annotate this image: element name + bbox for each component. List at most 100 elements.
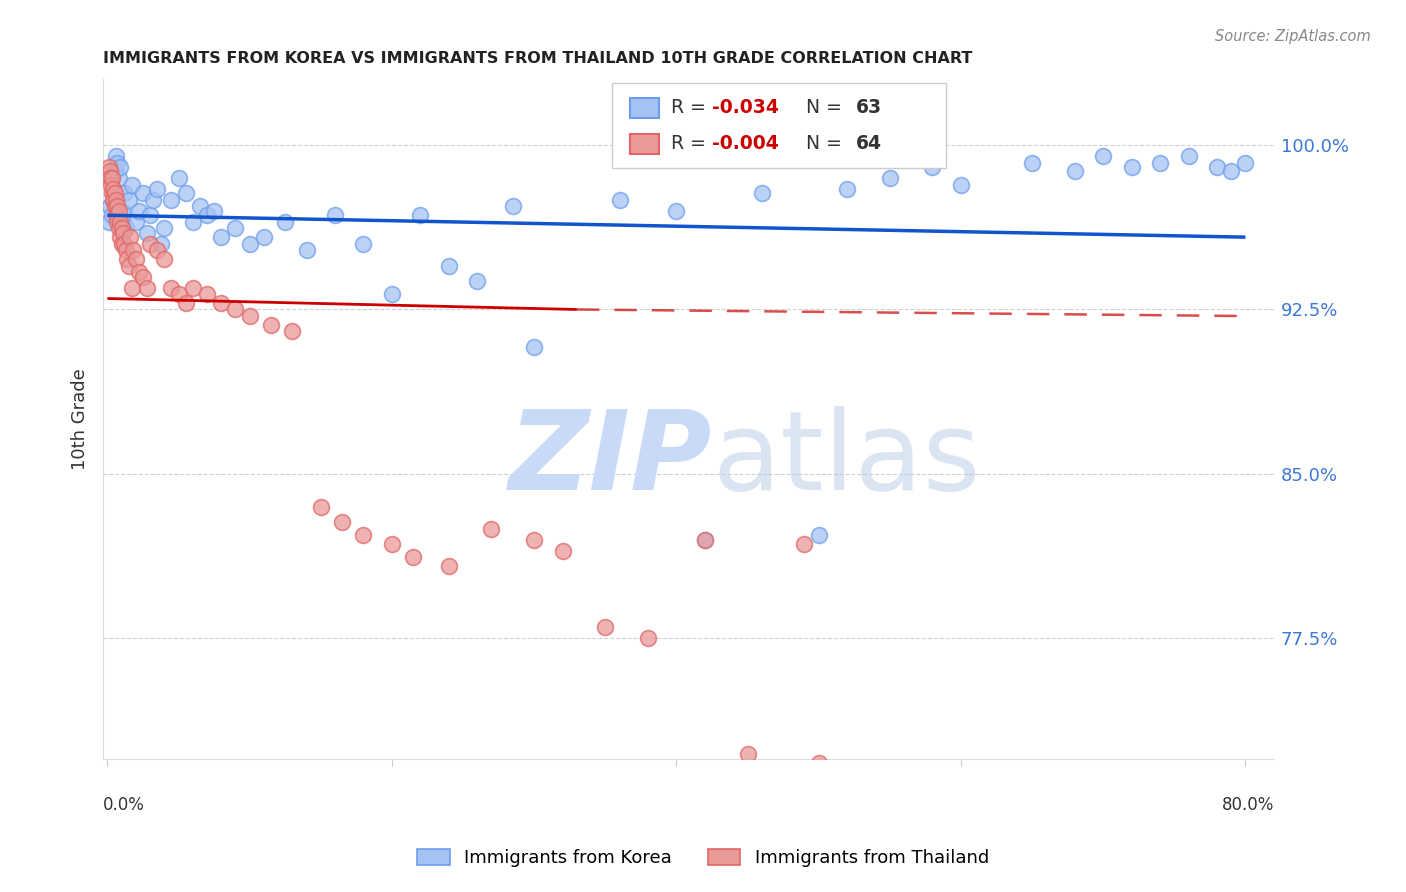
Point: [437, 558, 460, 573]
Point: [107, 203, 129, 218]
Point: [323, 208, 346, 222]
Point: [1063, 164, 1085, 178]
Point: [118, 259, 141, 273]
Point: [274, 215, 297, 229]
Point: [239, 236, 262, 251]
Text: 80.0%: 80.0%: [1222, 797, 1274, 814]
Point: [195, 287, 218, 301]
Point: [260, 318, 283, 332]
Point: [114, 236, 136, 251]
Point: [111, 203, 134, 218]
Point: [1177, 149, 1199, 163]
Point: [1220, 164, 1243, 178]
FancyBboxPatch shape: [630, 134, 659, 154]
Point: [209, 230, 232, 244]
Point: [693, 533, 716, 547]
Point: [949, 178, 972, 192]
Legend: Immigrants from Korea, Immigrants from Thailand: Immigrants from Korea, Immigrants from T…: [409, 841, 997, 874]
Point: [125, 252, 148, 266]
Point: [295, 244, 318, 258]
Text: 0.0%: 0.0%: [103, 797, 145, 814]
Text: IMMIGRANTS FROM KOREA VS IMMIGRANTS FROM THAILAND 10TH GRADE CORRELATION CHART: IMMIGRANTS FROM KOREA VS IMMIGRANTS FROM…: [103, 51, 973, 66]
Point: [105, 199, 128, 213]
Point: [136, 280, 159, 294]
Point: [132, 269, 155, 284]
Point: [224, 221, 246, 235]
Point: [202, 203, 225, 218]
Point: [100, 171, 122, 186]
Point: [239, 309, 262, 323]
Point: [104, 193, 127, 207]
Point: [107, 171, 129, 186]
Point: [105, 215, 128, 229]
Point: [381, 537, 404, 551]
Point: [381, 287, 404, 301]
Point: [224, 302, 246, 317]
Point: [330, 515, 353, 529]
Point: [807, 756, 830, 771]
Point: [209, 296, 232, 310]
Point: [103, 199, 125, 213]
Point: [121, 280, 143, 294]
Point: [132, 186, 155, 201]
Point: [121, 178, 143, 192]
Point: [100, 186, 122, 201]
Point: [353, 236, 375, 251]
Point: [118, 193, 141, 207]
Point: [128, 265, 150, 279]
Point: [921, 160, 943, 174]
Point: [108, 160, 131, 174]
Point: [101, 182, 124, 196]
Text: atlas: atlas: [711, 407, 980, 513]
Point: [104, 208, 127, 222]
Point: [153, 221, 176, 235]
Point: [188, 199, 211, 213]
Point: [807, 528, 830, 542]
Point: [107, 221, 129, 235]
Point: [115, 244, 138, 258]
Point: [104, 149, 127, 163]
Point: [100, 178, 122, 192]
Point: [465, 274, 488, 288]
Point: [1121, 160, 1143, 174]
Point: [153, 252, 176, 266]
Point: [1021, 778, 1043, 792]
Point: [409, 208, 432, 222]
Text: -0.034: -0.034: [711, 98, 779, 117]
Y-axis label: 10th Grade: 10th Grade: [72, 368, 89, 470]
Point: [1234, 155, 1257, 169]
Point: [637, 632, 659, 646]
Point: [1092, 785, 1115, 799]
Point: [502, 199, 524, 213]
Point: [1206, 160, 1229, 174]
FancyBboxPatch shape: [630, 98, 659, 118]
Point: [949, 769, 972, 783]
Point: [111, 236, 134, 251]
Point: [281, 325, 304, 339]
Point: [835, 182, 858, 196]
Point: [100, 208, 122, 222]
Point: [139, 236, 162, 251]
Point: [103, 164, 125, 178]
Point: [105, 155, 128, 169]
Text: 63: 63: [856, 98, 882, 117]
Point: [1149, 155, 1171, 169]
Point: [181, 215, 204, 229]
Point: [523, 533, 546, 547]
Point: [117, 252, 139, 266]
Point: [793, 537, 815, 551]
FancyBboxPatch shape: [613, 83, 946, 168]
Point: [98, 164, 121, 178]
Point: [114, 186, 136, 201]
Point: [181, 280, 204, 294]
Point: [136, 226, 159, 240]
Point: [146, 182, 169, 196]
Point: [523, 340, 546, 354]
Text: N =: N =: [794, 134, 848, 153]
Point: [101, 193, 124, 207]
Point: [111, 221, 134, 235]
Point: [609, 193, 631, 207]
Text: R =: R =: [671, 98, 711, 117]
Point: [98, 171, 121, 186]
Point: [481, 522, 503, 536]
